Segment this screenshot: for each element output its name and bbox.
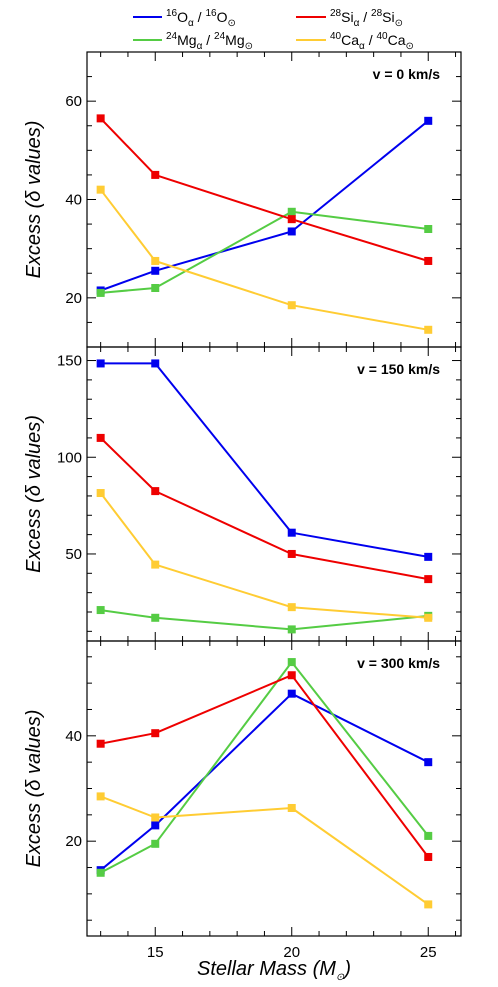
panel-frame (86, 51, 462, 348)
data-point-si (151, 170, 160, 179)
x-tick-label: 15 (147, 944, 164, 961)
series-line-si (99, 117, 429, 262)
x-tick-label: 20 (283, 944, 300, 961)
data-point-o (151, 359, 160, 368)
series-line-mg (100, 210, 429, 294)
data-point-ca (287, 603, 296, 612)
y-tick-label: 40 (65, 728, 82, 745)
data-point-si (96, 433, 105, 442)
legend-o-label: 16Oα / 16O⊙ (166, 8, 236, 29)
data-point-mg (424, 225, 433, 233)
data-point-o (287, 689, 296, 698)
data-point-ca (151, 560, 160, 569)
y-tick-label: 100 (57, 449, 82, 466)
data-point-o (151, 821, 160, 830)
data-point-o (96, 359, 105, 368)
y-axis-label: Excess (δ values) (23, 415, 45, 573)
series-line-o (100, 120, 429, 292)
data-point-ca (287, 803, 296, 812)
data-point-mg (151, 839, 160, 848)
panel-velocity-label: v = 300 km/s (357, 655, 440, 671)
data-point-o (424, 116, 433, 125)
data-point-mg (96, 606, 105, 615)
data-point-o (424, 758, 433, 767)
series-line-o (100, 362, 429, 558)
data-point-si (96, 114, 105, 123)
data-point-si (287, 671, 296, 680)
y-axis-label: Excess (δ values) (23, 121, 45, 279)
legend-ca-label: 40Caα / 40Ca⊙ (330, 31, 414, 52)
data-point-si (424, 575, 433, 584)
data-point-si (287, 215, 296, 224)
data-point-o (424, 552, 433, 561)
data-point-ca (96, 792, 105, 801)
series-line-mg (100, 609, 429, 631)
series-line-si (100, 674, 429, 858)
data-point-o (287, 528, 296, 537)
series-line-si (99, 437, 429, 581)
x-axis-label: Stellar Mass (M⊙) (197, 958, 351, 983)
y-tick-label: 20 (65, 833, 82, 850)
data-point-mg (424, 831, 433, 840)
data-point-mg (287, 625, 296, 634)
y-tick-label: 50 (65, 546, 82, 563)
series-line-ca (99, 189, 429, 331)
panel-1: 20 40 60 v = 0 km/s Excess (δ values) (23, 51, 462, 348)
data-point-si (287, 549, 296, 558)
data-point-si (96, 739, 105, 748)
y-tick-label: 20 (65, 290, 82, 307)
data-point-mg (151, 284, 160, 292)
panel-velocity-label: v = 150 km/s (357, 361, 440, 377)
legend-si-label: 28Siα / 28Si⊙ (330, 8, 403, 29)
data-point-si (151, 487, 160, 496)
data-point-si (151, 729, 160, 738)
panel-3: 20 40 v = 300 km/s Excess (δ values) (23, 640, 462, 937)
y-tick-label: 40 (65, 192, 82, 209)
panel-2: 50 100 150 v = 150 km/s Excess (δ values) (23, 346, 462, 642)
data-point-ca (287, 301, 296, 310)
x-tick-label: 25 (420, 944, 437, 961)
data-point-mg (287, 207, 296, 216)
data-point-ca (424, 613, 433, 622)
data-point-mg (96, 868, 105, 877)
series-line-o (99, 692, 429, 871)
y-tick-label: 60 (65, 93, 82, 110)
data-point-ca (151, 813, 160, 822)
series-line-ca (99, 492, 429, 619)
panel-velocity-label: v = 0 km/s (373, 66, 441, 82)
data-point-ca (424, 900, 433, 909)
data-point-mg (287, 658, 296, 667)
data-point-ca (96, 489, 105, 498)
data-point-mg (96, 288, 105, 297)
data-point-ca (96, 185, 105, 194)
data-point-si (424, 256, 433, 265)
data-point-o (151, 266, 160, 275)
legend-mg-label: 24Mgα / 24Mg⊙ (166, 31, 253, 52)
data-point-ca (151, 256, 160, 265)
data-point-mg (151, 613, 160, 622)
y-tick-label: 150 (57, 353, 82, 370)
y-axis-label: Excess (δ values) (23, 710, 45, 868)
series-line-mg (100, 661, 429, 874)
data-point-si (424, 852, 433, 861)
series-line-ca (100, 795, 429, 906)
panel-frame (86, 346, 462, 642)
data-point-o (287, 227, 296, 236)
data-point-ca (424, 325, 433, 334)
